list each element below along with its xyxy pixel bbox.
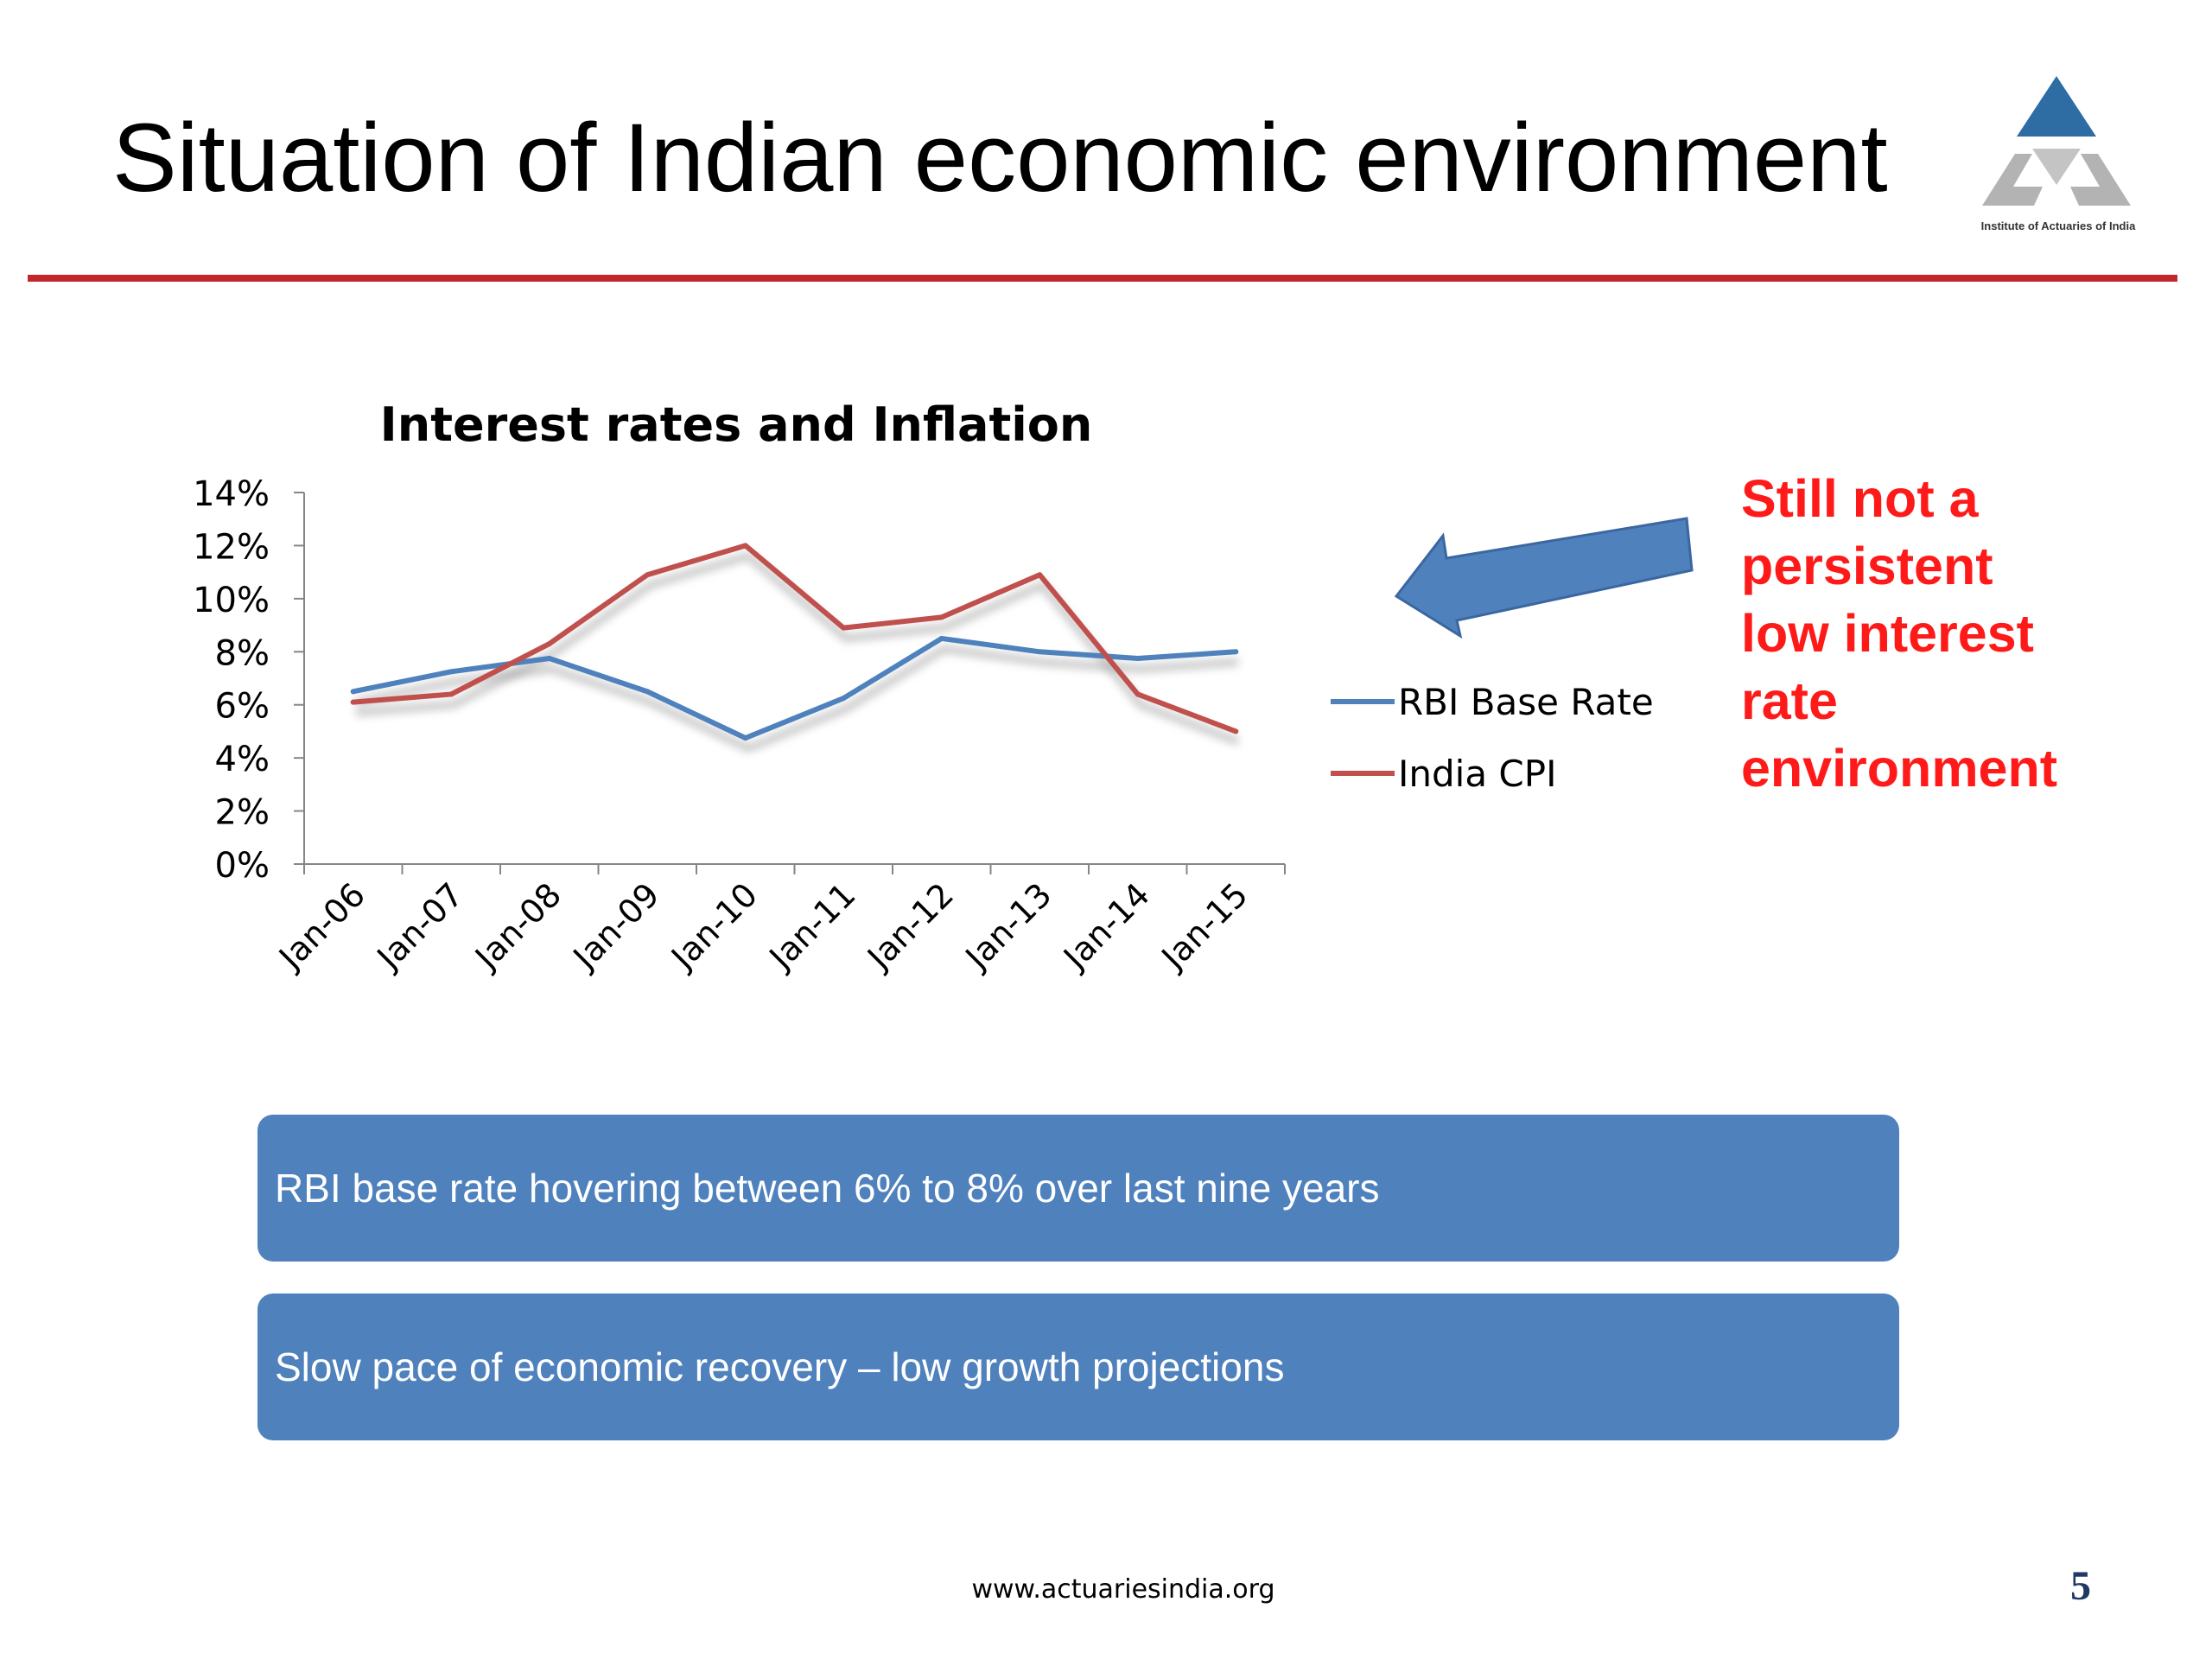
- x-tick-label: Jan-08: [467, 875, 569, 977]
- data-point: [938, 635, 944, 641]
- data-point: [1233, 728, 1239, 734]
- x-tick-label: Jan-07: [369, 875, 471, 977]
- logo-grey-left: [1982, 154, 2043, 206]
- logo-blue-triangle: [2017, 76, 2096, 137]
- data-point: [645, 572, 651, 578]
- data-point: [841, 625, 847, 631]
- x-tick-label: Jan-15: [1154, 875, 1255, 977]
- callout-line-4: rate: [1741, 671, 1838, 730]
- chart-title: Interest rates and Inflation: [380, 397, 1093, 452]
- x-tick-label: Jan-10: [663, 875, 765, 977]
- series-line-rbi-base-rate: [350, 635, 1239, 741]
- callout-text: Still not a persistent low interest rate…: [1741, 465, 2147, 802]
- y-tick-label: 0%: [215, 846, 270, 886]
- page-number: 5: [2070, 1563, 2091, 1609]
- x-tick-label: Jan-09: [565, 875, 667, 977]
- callout-line-2: persistent: [1741, 537, 1993, 595]
- data-point: [350, 689, 356, 695]
- x-tick-label: Jan-13: [957, 875, 1059, 977]
- data-point: [938, 614, 944, 620]
- legend-label: RBI Base Rate: [1398, 681, 1654, 723]
- legend-label: India CPI: [1398, 753, 1556, 795]
- series-shadow-1: [355, 551, 1240, 746]
- slide-title: Situation of Indian economic environment: [112, 104, 1888, 212]
- y-tick-label: 4%: [215, 740, 270, 779]
- pointer-arrow: [1394, 517, 1694, 639]
- x-tick-label: Jan-12: [859, 875, 961, 977]
- callout-line-3: low interest: [1741, 604, 2034, 663]
- y-tick-label: 8%: [215, 633, 270, 673]
- data-point: [1135, 691, 1141, 697]
- data-point: [448, 691, 454, 697]
- info-box-recovery: Slow pace of economic recovery – low gro…: [257, 1294, 1899, 1440]
- x-tick-label: Jan-06: [270, 875, 372, 977]
- y-tick-label: 10%: [193, 581, 270, 620]
- data-point: [546, 655, 552, 661]
- x-tick-label: Jan-14: [1055, 875, 1157, 977]
- info-box-recovery-text: Slow pace of economic recovery – low gro…: [275, 1344, 1285, 1389]
- series-line-india-cpi: [350, 543, 1239, 734]
- title-divider: [28, 275, 2177, 282]
- info-box-base-rate: RBI base rate hovering between 6% to 8% …: [257, 1115, 1899, 1262]
- x-tick-label: Jan-11: [761, 875, 863, 977]
- info-box-base-rate-text: RBI base rate hovering between 6% to 8% …: [275, 1166, 1380, 1211]
- callout-line-1: Still not a: [1741, 469, 1979, 528]
- y-tick-label: 14%: [193, 474, 270, 514]
- data-point: [742, 735, 748, 741]
- data-point: [742, 543, 748, 549]
- data-point: [448, 669, 454, 675]
- data-point: [1233, 649, 1239, 655]
- logo-grey-center: [2032, 149, 2081, 185]
- data-point: [1135, 655, 1141, 661]
- footer-url: www.actuariesindia.org: [971, 1574, 1275, 1605]
- logo-caption: Institute of Actuaries of India: [1980, 219, 2136, 232]
- logo-grey-right: [2070, 154, 2131, 206]
- institute-logo: [1982, 76, 2131, 206]
- data-point: [546, 641, 552, 647]
- y-tick-label: 6%: [215, 687, 270, 727]
- data-point: [1037, 649, 1043, 655]
- callout-line-5: environment: [1741, 739, 2058, 798]
- data-point: [841, 696, 847, 702]
- data-point: [645, 689, 651, 695]
- y-tick-label: 12%: [193, 527, 270, 567]
- data-point: [350, 699, 356, 705]
- data-point: [1037, 572, 1043, 578]
- y-tick-label: 2%: [215, 793, 270, 833]
